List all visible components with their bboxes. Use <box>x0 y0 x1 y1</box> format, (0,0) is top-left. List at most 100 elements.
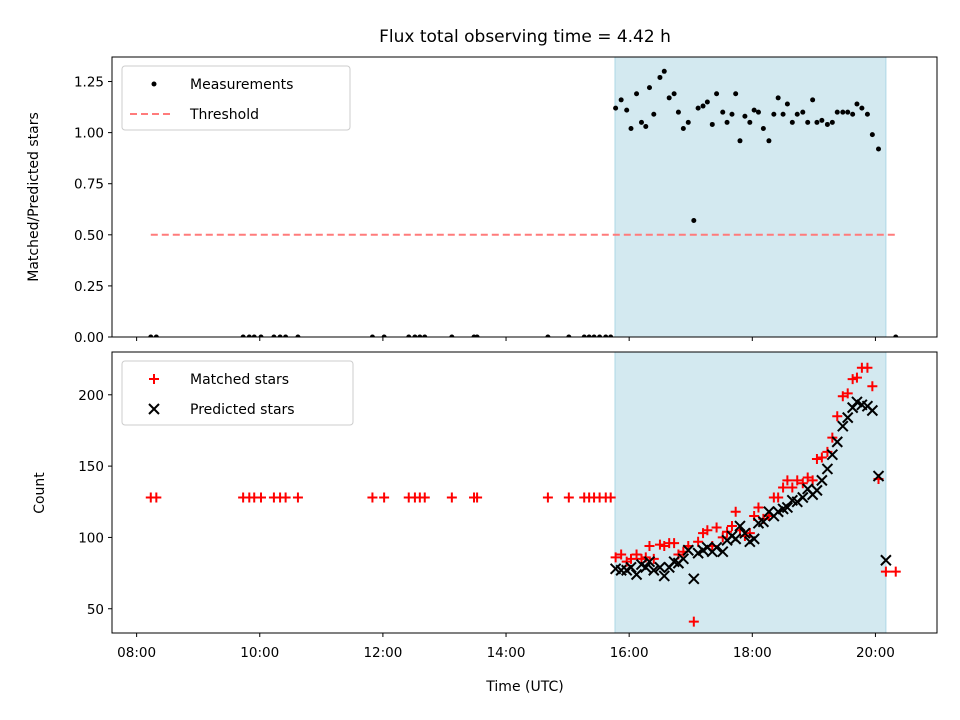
y-tick-label: 0.50 <box>74 228 104 244</box>
y-tick-label: 0.25 <box>74 279 104 295</box>
data-point <box>866 404 879 417</box>
data-point <box>780 111 786 117</box>
data-point <box>688 616 699 627</box>
data-point <box>734 520 746 532</box>
x-tick-label: 18:00 <box>733 645 772 661</box>
data-point <box>658 570 670 582</box>
data-point <box>608 334 614 337</box>
data-point <box>613 105 619 111</box>
data-point <box>819 117 825 123</box>
data-point <box>643 123 649 129</box>
data-point <box>472 492 483 503</box>
axes-frame <box>111 56 938 338</box>
data-point <box>775 95 781 101</box>
x-tick-label: 10:00 <box>240 645 279 661</box>
data-point <box>618 97 624 103</box>
x-tick-label: 08:00 <box>117 645 156 661</box>
data-point <box>737 138 743 144</box>
data-point <box>677 553 690 565</box>
data-point <box>854 101 860 107</box>
data-point <box>671 91 677 97</box>
data-point <box>760 126 766 132</box>
data-point <box>744 528 755 539</box>
top-y-axis-title: Matched/Predicted stars <box>26 112 42 282</box>
data-point <box>831 436 843 448</box>
data-point <box>292 492 303 503</box>
data-point <box>742 113 748 119</box>
data-point <box>702 525 713 536</box>
data-point <box>893 334 899 337</box>
data-point <box>258 334 264 337</box>
y-tick-label: 100 <box>78 530 104 546</box>
y-tick-label: 1.25 <box>74 75 104 91</box>
data-point <box>151 492 162 503</box>
observing-window-shading <box>614 56 887 338</box>
y-tick-label: 150 <box>78 459 104 475</box>
data-point <box>449 334 455 337</box>
data-point <box>800 109 806 115</box>
data-point <box>685 119 691 125</box>
data-point <box>832 411 843 422</box>
data-point <box>626 553 637 564</box>
data-point <box>610 552 621 563</box>
data-point <box>789 119 795 125</box>
data-point <box>657 74 663 80</box>
y-tick-label: 0.75 <box>74 177 104 193</box>
data-point <box>782 475 793 486</box>
data-point <box>542 492 553 503</box>
data-point <box>717 545 729 558</box>
data-point <box>766 138 772 144</box>
legend-label: Matched stars <box>190 372 289 388</box>
legend-label: Measurements <box>190 77 293 93</box>
data-point <box>755 109 761 115</box>
data-point <box>829 119 835 125</box>
data-point <box>566 334 572 337</box>
x-tick-label: 20:00 <box>856 645 895 661</box>
data-point <box>773 492 784 503</box>
bottom-panel: 50 100 150 200 08:00 10:00 12:00 14:00 16:00 18:0… <box>78 351 938 661</box>
data-point <box>246 334 252 337</box>
data-point <box>666 95 672 101</box>
data-point <box>295 334 301 337</box>
data-point <box>733 91 739 97</box>
data-point <box>797 491 809 504</box>
data-point <box>869 132 875 138</box>
x-tick-label: 12:00 <box>363 645 402 661</box>
data-point <box>840 109 846 115</box>
series-measurements <box>148 68 899 337</box>
data-point <box>714 91 720 97</box>
data-point <box>669 538 680 549</box>
data-point <box>280 492 291 503</box>
data-point <box>446 492 457 503</box>
data-point <box>605 492 616 503</box>
data-point <box>867 381 878 392</box>
data-point <box>153 334 159 337</box>
data-point <box>811 484 823 497</box>
data-point <box>651 111 657 117</box>
data-point <box>654 561 666 574</box>
observing-window-shading <box>614 351 887 634</box>
data-point <box>255 492 266 503</box>
legend-marker <box>151 81 157 87</box>
data-point <box>700 103 706 109</box>
x-axis-title: Time (UTC) <box>485 679 563 695</box>
data-point <box>805 119 811 125</box>
data-point <box>661 68 667 74</box>
legend: Measurements Threshold <box>121 65 351 131</box>
data-point <box>837 420 849 432</box>
bottom-y-axis-title: Count <box>32 472 48 514</box>
x-tick-label: 16:00 <box>610 645 649 661</box>
y-tick-label: 200 <box>78 388 104 404</box>
data-point <box>419 492 430 503</box>
data-point <box>682 544 694 556</box>
data-point <box>826 448 839 461</box>
data-point <box>367 492 378 503</box>
data-point <box>695 105 701 111</box>
data-point <box>850 111 856 117</box>
legend-box <box>121 360 354 426</box>
data-point <box>422 334 428 337</box>
data-point <box>675 109 681 115</box>
data-point <box>648 564 660 576</box>
data-point <box>807 475 818 486</box>
